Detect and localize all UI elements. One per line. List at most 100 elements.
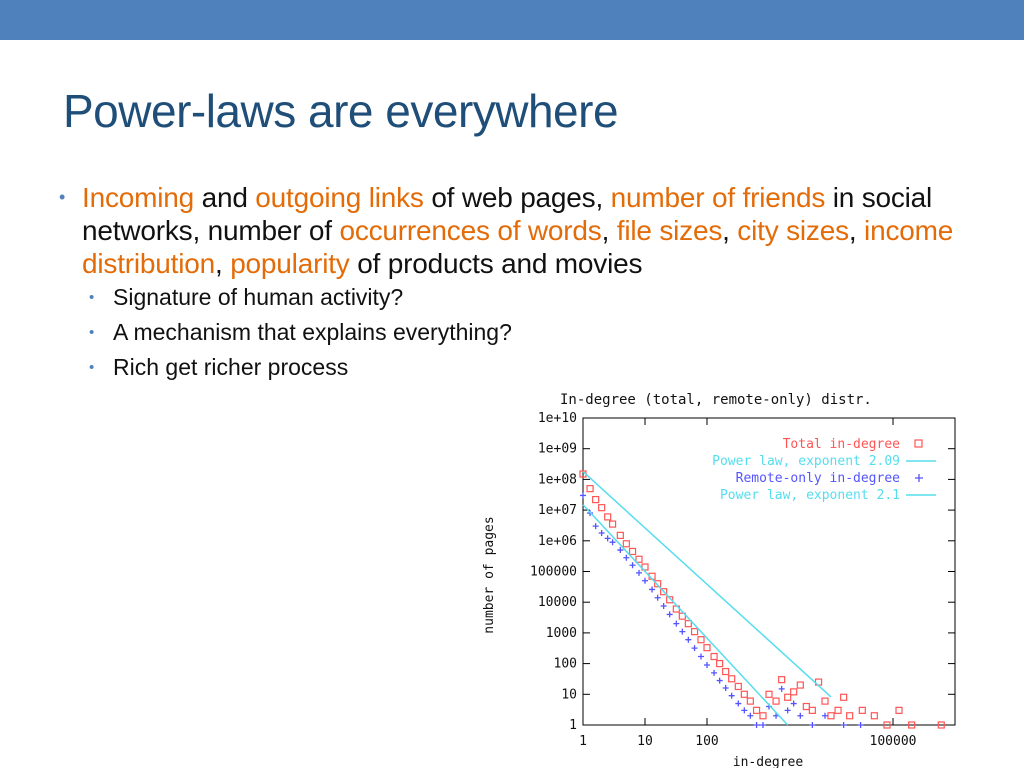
total-in-degree-point (752, 706, 761, 714)
total-in-degree-point (821, 697, 829, 705)
remote-in-degree-point (778, 685, 785, 692)
remote-in-degree-point (617, 547, 624, 554)
remote-in-degree-point (629, 562, 636, 569)
total-in-degree-point (790, 688, 798, 696)
legend-plus-swatch (915, 474, 923, 482)
total-in-degree-point (641, 563, 649, 571)
highlighted-term: outgoing links (255, 182, 424, 213)
total-in-degree-point (697, 636, 705, 644)
bullet-text-segment: of products and movies (349, 248, 643, 279)
remote-in-degree-point (857, 722, 864, 728)
y-tick-label: 1e+06 (538, 534, 577, 549)
y-tick-label: 100 (554, 657, 577, 672)
total-in-degree-point (616, 531, 624, 539)
total-in-degree-point (808, 706, 816, 714)
remote-in-degree-point (609, 539, 616, 546)
bullet-text-segment: , (848, 215, 865, 246)
bullet-text-segment: of web pages, (423, 182, 611, 213)
remote-in-degree-point (635, 569, 642, 576)
total-in-degree-point (740, 690, 748, 698)
sub-bullet: • A mechanism that explains everything? (59, 315, 959, 350)
total-in-degree-point (604, 513, 612, 521)
remote-in-degree-point (840, 722, 847, 728)
total-in-degree-point (870, 712, 878, 720)
y-tick-label: 10 (561, 687, 577, 702)
main-bullet: • Incoming and outgoing links of web pag… (59, 181, 959, 280)
x-tick-label: 10 (637, 734, 653, 749)
remote-in-degree-point (704, 662, 710, 669)
total-in-degree-point (586, 485, 594, 493)
remote-in-degree-point (809, 722, 816, 728)
total-in-degree-point (895, 706, 903, 714)
total-in-degree-point (710, 652, 718, 661)
total-in-degree-point (883, 721, 891, 729)
sub-bullet-text: Signature of human activity? (113, 284, 404, 310)
total-in-degree-point (765, 690, 773, 698)
highlighted-term: Incoming (82, 182, 195, 213)
bullet-dot-icon: • (59, 187, 66, 207)
total-in-degree-point (834, 706, 842, 714)
highlighted-term: income distribution (82, 215, 954, 279)
total-in-degree-point (598, 504, 606, 512)
remote-in-degree-point (759, 722, 766, 728)
sub-bullet-dot-icon: • (89, 289, 95, 306)
y-tick-label: 1 (569, 718, 577, 733)
highlighted-term: occurrences of words (339, 215, 602, 246)
y-tick-label: 1e+10 (538, 411, 577, 426)
total-in-degree-point (802, 702, 810, 711)
total-in-degree-point (608, 520, 617, 528)
remote-in-degree-point (592, 523, 599, 530)
y-axis-label: number of pages (482, 516, 497, 633)
total-in-degree-point (846, 712, 854, 720)
in-degree-distribution-chart: In-degree (total, remote-only) distr. nu… (482, 392, 956, 768)
total-in-degree-point (746, 697, 754, 705)
sub-bullet: • Signature of human activity? (59, 280, 959, 315)
total-in-degree-point (654, 580, 662, 588)
highlighted-term: number of friends (610, 182, 826, 213)
remote-in-degree-point (660, 603, 667, 610)
remote-in-degree-point (623, 554, 630, 561)
total-in-degree-point (908, 721, 916, 729)
remote-in-degree-point (797, 712, 804, 719)
remote-in-degree-point (666, 611, 673, 618)
sub-bullet-dot-icon: • (89, 359, 95, 376)
chart-legend: Total in-degree Power law, exponent 2.09 R… (712, 437, 936, 503)
remote-in-degree-point (673, 620, 680, 627)
bullet-text-segment: , (215, 248, 231, 279)
remote-in-degree-point (747, 712, 754, 719)
total-in-degree-point (678, 612, 686, 620)
remote-in-degree-point (604, 535, 611, 542)
remote-in-degree-point (773, 712, 780, 719)
total-in-degree-point (628, 547, 637, 556)
main-bullet-text: Incoming and outgoing links of web pages… (82, 182, 953, 279)
total-in-degree-point (778, 676, 786, 684)
total-in-degree-point (660, 588, 668, 596)
sub-bullet-dot-icon: • (89, 324, 95, 341)
x-tick-label: 100 (695, 734, 718, 749)
total-in-degree-point (666, 596, 674, 604)
y-tick-label: 1e+08 (538, 472, 577, 487)
sub-bullet-text: Rich get richer process (113, 354, 349, 380)
highlighted-term: city sizes (737, 215, 849, 246)
slide-title: Power-laws are everywhere (63, 85, 619, 137)
slide-body: • Incoming and outgoing links of web pag… (59, 181, 959, 385)
total-in-degree-point (703, 644, 711, 652)
sub-bullet-text: A mechanism that explains everything? (113, 319, 512, 345)
bullet-text-segment: in social networks, number of (82, 182, 933, 246)
total-in-degree-point (734, 682, 742, 691)
remote-in-degree-point (790, 700, 797, 707)
total-in-degree-point (858, 706, 866, 714)
remote-in-degree-point (821, 712, 828, 719)
remote-in-degree-point (697, 653, 704, 660)
remote-in-degree-point (679, 628, 686, 635)
total-in-degree-point (759, 712, 767, 720)
total-in-degree-point (728, 675, 736, 683)
total-in-degree-point (635, 555, 643, 563)
x-tick-label: 100000 (870, 734, 917, 749)
remote-in-degree-point (642, 577, 648, 584)
bullet-text-segment: , (722, 215, 738, 246)
power-law-fit-line (582, 471, 832, 698)
remote-in-degree-point (685, 636, 692, 643)
remote-in-degree-point (691, 645, 698, 652)
total-in-degree-point (840, 693, 848, 701)
